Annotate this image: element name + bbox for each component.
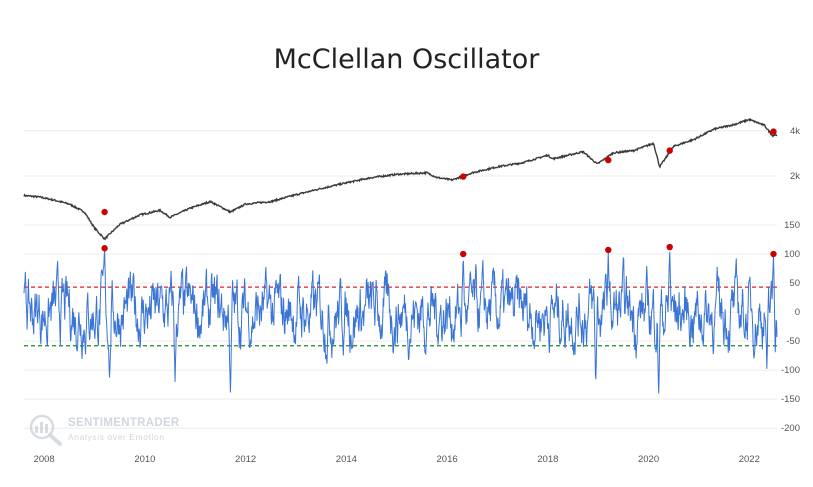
watermark: SENTIMENTRADER Analysis over Emotion [28,414,208,446]
price-signal-point [460,173,467,180]
osc-ytick-label: -200 [781,423,800,434]
watermark-name: SENTIMENTRADER [68,417,180,429]
xtick-label: 2012 [235,454,256,465]
osc-ytick-label: -100 [781,365,800,376]
price-signal-point [666,147,673,154]
oscillator-signal-point [770,250,777,258]
osc-ytick-label: 100 [784,249,800,260]
oscillator-signal-point [605,246,612,254]
osc-ytick-label: 50 [789,278,800,289]
price-signal-point [101,208,108,216]
xtick-label: 2014 [336,454,357,465]
price-ytick-label: 2k [790,171,800,182]
gridlines [24,130,777,429]
oscillator-signal-point [666,243,673,251]
osc-ytick-label: -150 [781,394,800,405]
xtick-label: 2022 [739,454,760,465]
xtick-label: 2008 [34,454,55,465]
watermark-tagline: Analysis over Emotion [68,432,165,442]
price-series-line [23,117,778,241]
price-signal-point [605,156,612,164]
magnifier-logo-icon [29,414,62,446]
osc-ytick-label: 0 [795,307,800,318]
xtick-label: 2010 [134,454,155,465]
price-ytick-label: 4k [790,126,800,137]
oscillator-signal-point [460,250,467,258]
signal-markers [101,128,777,258]
xtick-label: 2018 [537,454,558,465]
osc-ytick-label: 150 [784,220,800,231]
oscillator-series-line [23,250,778,394]
series-lines [23,117,778,394]
tick-labels: 4k 2k 150 100 50 0 -50 -100 -150 -200 2008 2010 2012… [34,126,801,465]
xtick-label: 2016 [437,454,458,465]
xtick-label: 2020 [638,454,659,465]
oscillator-signal-point [101,245,108,252]
osc-ytick-label: -50 [786,336,800,347]
price-signal-point [770,128,777,135]
chart-title: McClellan Oscillator [273,44,540,75]
